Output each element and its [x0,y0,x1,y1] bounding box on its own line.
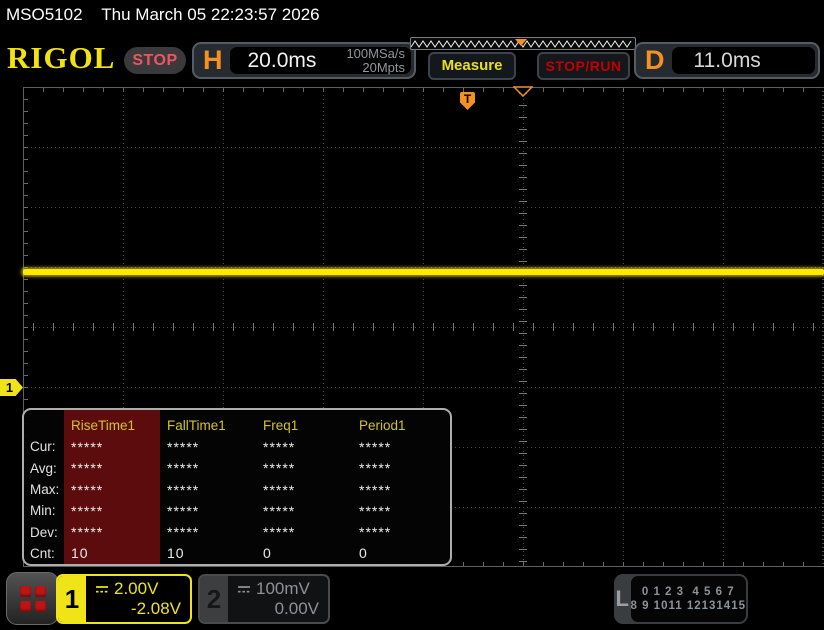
table-cell: ***** [167,460,200,477]
ch1-ground-marker[interactable]: 1 [0,379,23,396]
waveform-overview-strip[interactable] [410,37,636,50]
column-header-risetime[interactable]: RiseTime1 [71,418,136,434]
run-state-badge: STOP [124,47,186,74]
horizontal-timebase-block[interactable]: H 20.0ms 100MSa/s 20Mpts [192,42,416,79]
model-name: MSO5102 [6,5,83,24]
measure-button[interactable]: Measure [428,52,516,80]
selected-column-highlight [64,410,160,564]
row-label: Max: [30,482,60,498]
table-cell: ***** [167,438,200,455]
logic-channel-list: 0 1 2 3 4 5 6 7 8 9 1011 12131415 [630,576,746,622]
table-cell: ***** [263,524,296,541]
table-cell: ***** [263,438,296,455]
row-label: Avg: [30,460,57,476]
logic-row-8-15: 8 9 1011 12131415 [630,600,746,612]
table-cell: ***** [167,502,200,519]
table-cell: ***** [71,460,104,477]
titlebar: MSO5102 Thu March 05 22:23:57 2026 [0,0,824,32]
table-cell: ***** [263,481,296,498]
table-cell: 10 [167,545,185,562]
table-cell: ***** [359,524,392,541]
logic-channels-block[interactable]: L 0 1 2 3 4 5 6 7 8 9 1011 12131415 [614,574,748,624]
measurement-table: RiseTime1 FallTime1 Freq1 Period1 Cur: *… [27,415,449,561]
channel1-offset: -2.08V [130,599,181,618]
menu-button[interactable] [6,572,59,625]
column-header-period[interactable]: Period1 [359,418,406,434]
column-header-freq[interactable]: Freq1 [263,418,299,434]
row-label: Cur: [30,439,56,455]
logic-label: L [615,586,629,611]
channel1-scale: 2.00V [114,579,159,598]
overview-trigger-marker-icon[interactable] [515,39,527,46]
trigger-level-icon[interactable]: T [460,92,475,110]
rigol-logo: RIGOL [7,40,116,75]
table-cell: ***** [71,438,104,455]
datetime: Thu March 05 22:23:57 2026 [101,5,320,24]
table-cell: ***** [359,438,392,455]
dc-coupling-icon [96,585,108,593]
row-label: Min: [30,503,56,519]
channel1-number: 1 [58,576,86,622]
ch1-waveform-trace [23,269,824,275]
table-cell: ***** [359,481,392,498]
table-cell: ***** [71,524,104,541]
channel2-block[interactable]: 2 100mV 0.00V [198,574,330,624]
table-cell: ***** [263,460,296,477]
table-cell: ***** [71,502,104,519]
table-cell: 0 [359,545,368,562]
trigger-position-icon[interactable] [513,86,533,97]
table-cell: 0 [263,545,272,562]
channel1-values: 2.00V -2.08V [86,576,190,622]
table-cell: ***** [359,460,392,477]
table-cell: ***** [359,502,392,519]
measurement-panel: RiseTime1 FallTime1 Freq1 Period1 Cur: *… [22,408,452,566]
stop-run-button[interactable]: STOP/RUN [537,52,630,80]
channel2-offset: 0.00V [274,599,319,618]
channel1-block[interactable]: 1 2.00V -2.08V [56,574,192,624]
timebase-inner: 20.0ms 100MSa/s 20Mpts [229,45,411,75]
delay-inner: 11.0ms [671,47,815,74]
memory-depth: 20Mpts [362,59,405,75]
table-cell: 10 [71,545,89,562]
table-cell: ***** [71,481,104,498]
table-cell: ***** [263,502,296,519]
sample-rate: 100MSa/s [346,45,405,61]
logic-row-0-7: 0 1 2 3 4 5 6 7 [641,586,735,598]
channel2-values: 100mV 0.00V [228,576,328,622]
menu-grid-icon [19,585,46,612]
column-header-falltime[interactable]: FallTime1 [167,418,226,434]
row-label: Dev: [30,524,58,540]
delay-value: 11.0ms [693,48,761,72]
table-cell: ***** [167,524,200,541]
horizontal-label: H [203,45,223,75]
delay-label: D [645,45,665,75]
channel2-number: 2 [200,576,228,622]
acquisition-info: 100MSa/s 20Mpts [346,45,411,75]
row-label: Cnt: [30,545,55,561]
channel2-scale: 100mV [256,579,310,598]
timebase-value: 20.0ms [247,48,317,72]
trigger-delay-block[interactable]: D 11.0ms [634,42,820,79]
table-cell: ***** [167,481,200,498]
dc-coupling-icon [238,585,250,593]
